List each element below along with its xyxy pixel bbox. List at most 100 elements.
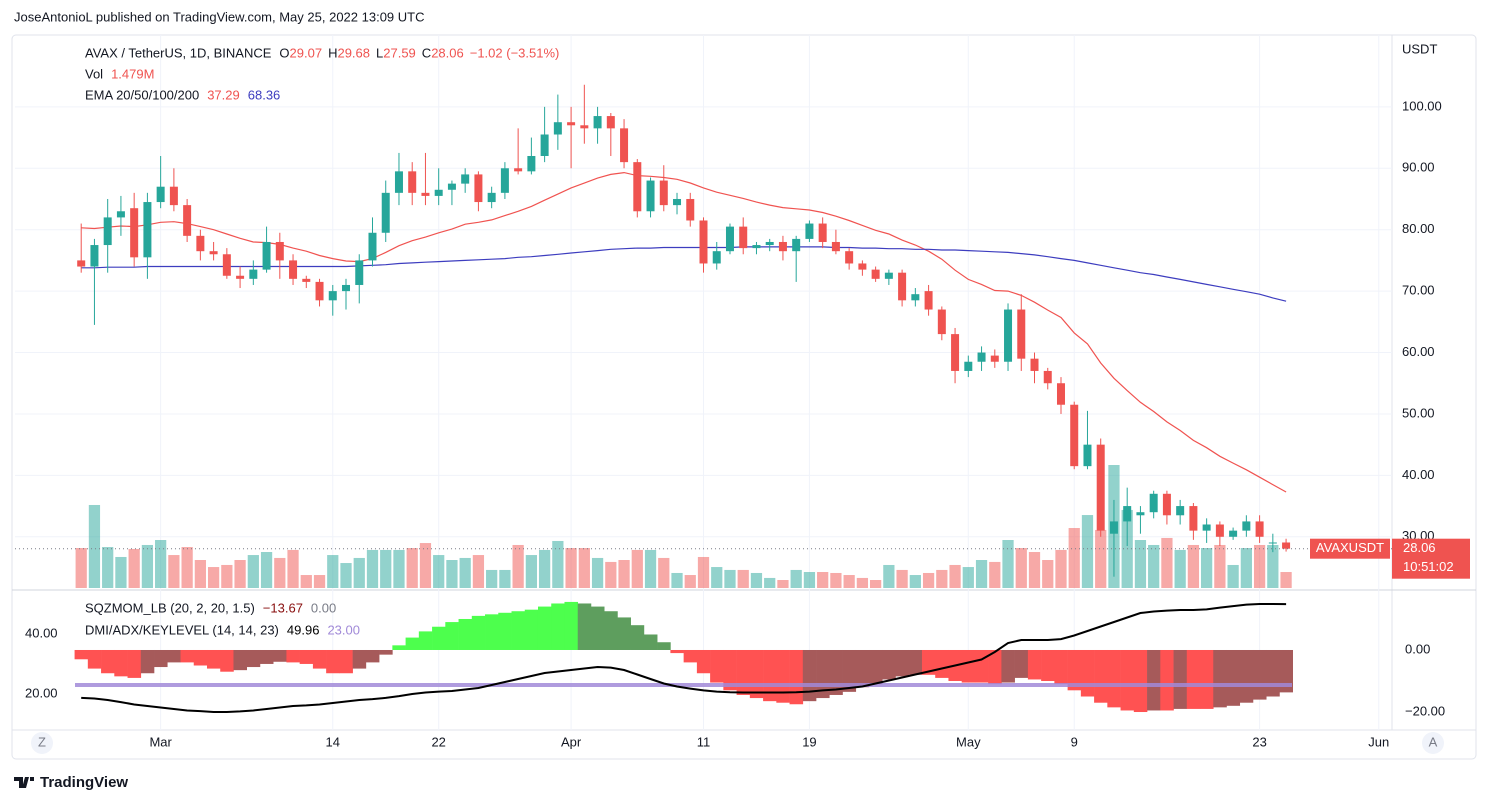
volume-bar	[830, 572, 842, 588]
candle-body	[1255, 521, 1264, 537]
candle-body	[262, 241, 271, 270]
volume-bar	[777, 580, 789, 588]
candle-body	[725, 226, 734, 252]
candle-body	[116, 211, 125, 218]
momentum-bar	[643, 634, 658, 650]
volume-bar	[1002, 540, 1014, 588]
momentum-bar	[220, 649, 234, 672]
y-tick-label: −20.00	[1405, 703, 1445, 718]
candle-body	[712, 251, 721, 264]
candle-body	[911, 294, 920, 301]
volume-bar	[724, 569, 736, 588]
control-button[interactable]	[31, 732, 53, 754]
volume-bar	[1042, 560, 1054, 588]
y-tick-label: 90.00	[1402, 160, 1435, 175]
y-tick-label: 50.00	[1402, 405, 1435, 420]
candle-body	[156, 186, 165, 203]
candle-body	[249, 269, 258, 279]
volume-value: 1.479M	[111, 66, 154, 81]
control-label[interactable]: Z	[38, 734, 46, 749]
candle-body	[673, 198, 682, 206]
ohlc-letter: L	[376, 45, 383, 60]
candle-body	[1189, 506, 1198, 531]
volume-bar	[353, 557, 365, 588]
volume-bar	[803, 572, 816, 588]
candle-body	[606, 116, 615, 129]
candle-body	[408, 171, 417, 193]
candle-body	[1176, 506, 1185, 516]
volume-bar	[88, 504, 101, 588]
volume-bar	[1201, 548, 1213, 588]
currency-label: USDT	[1402, 41, 1437, 56]
volume-bar	[1015, 548, 1027, 588]
candle-body	[421, 192, 430, 196]
candle-body	[805, 223, 814, 239]
volume-bar	[1253, 544, 1266, 588]
momentum-bar	[1001, 649, 1015, 683]
volume-bar	[194, 560, 206, 588]
candle-body	[183, 205, 192, 236]
volume-bar	[313, 575, 326, 588]
control-button[interactable]	[1422, 732, 1444, 754]
x-tick-label: 23	[1252, 734, 1266, 749]
candle-body	[633, 162, 642, 212]
tradingview-logo	[14, 777, 34, 788]
momentum-bar	[1133, 649, 1148, 713]
candle-body	[302, 278, 311, 282]
volume-bar	[221, 564, 233, 588]
y-tick-label: 100.00	[1402, 98, 1442, 113]
momentum-bar	[418, 631, 433, 650]
volume-bar	[247, 555, 259, 588]
volume-bar	[883, 564, 895, 588]
momentum-bar	[312, 649, 327, 669]
momentum-bar	[1041, 649, 1055, 682]
candle-body	[355, 260, 364, 285]
candle-body	[434, 189, 443, 196]
price-tag-box	[1392, 538, 1470, 579]
volume-bar	[207, 567, 220, 588]
momentum-bar	[1080, 649, 1095, 697]
momentum-bar	[617, 617, 631, 650]
volume-bar	[102, 547, 114, 588]
momentum-bar	[1067, 649, 1082, 691]
candle-body	[1043, 370, 1052, 384]
ohlc-value: 29.07	[290, 45, 323, 60]
momentum-bar	[1279, 649, 1293, 693]
volume-bar	[631, 549, 643, 588]
momentum-bar	[379, 649, 393, 655]
candle-body	[196, 235, 205, 252]
momentum-bar	[326, 649, 340, 674]
candle-body	[500, 168, 509, 193]
y-tick-label: 0.00	[1405, 641, 1430, 656]
momentum-bar	[524, 609, 539, 650]
momentum-bar	[855, 649, 870, 688]
momentum-bar	[749, 649, 764, 699]
indicator-title: DMI/ADX/KEYLEVEL (14, 14, 23)	[85, 622, 279, 637]
candle-body	[130, 208, 139, 258]
momentum-bar	[299, 649, 314, 664]
momentum-bar	[1252, 649, 1267, 700]
momentum-bar	[1120, 649, 1135, 711]
volume-bar	[737, 569, 749, 588]
candle-body	[474, 174, 483, 203]
control-label[interactable]: A	[1429, 734, 1438, 749]
volume-bar	[499, 569, 511, 588]
momentum-bar	[485, 614, 499, 650]
candle-body	[342, 284, 351, 292]
volume-bar	[274, 557, 286, 588]
momentum-bar	[445, 622, 459, 650]
candle-body	[1136, 512, 1145, 516]
candle-body	[368, 232, 377, 261]
volume-bar	[605, 561, 617, 588]
volume-bar	[512, 544, 524, 588]
momentum-bar	[458, 618, 473, 650]
volume-bar	[843, 575, 855, 588]
candle-body	[222, 254, 231, 276]
candle-body	[169, 186, 178, 206]
candle-body	[315, 281, 324, 301]
candle-body	[275, 241, 284, 261]
volume-bar	[750, 572, 763, 588]
momentum-bar	[1266, 649, 1280, 697]
volume-bar	[115, 556, 127, 588]
momentum-bar	[736, 649, 751, 695]
